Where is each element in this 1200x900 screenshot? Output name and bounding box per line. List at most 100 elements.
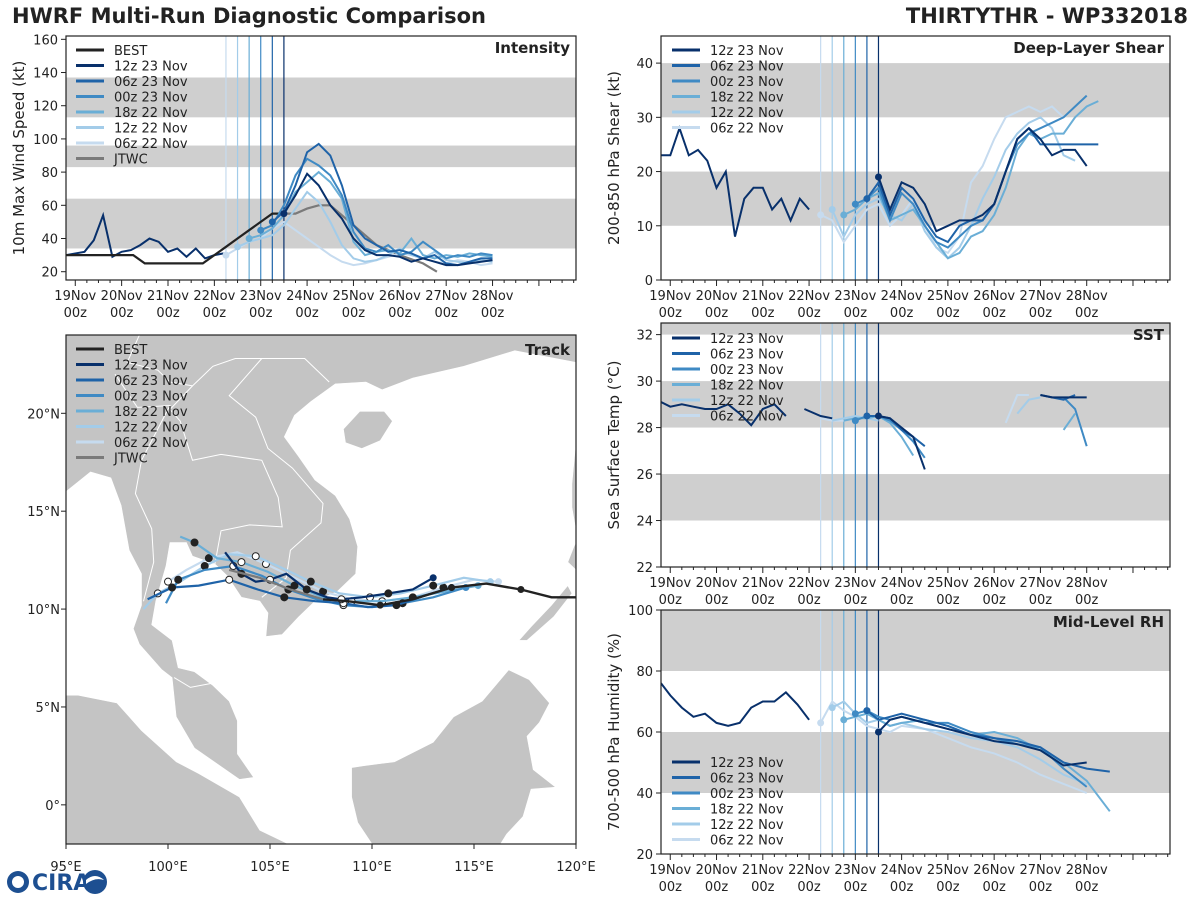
rh-ytick-label: 100 — [628, 604, 653, 619]
intensity-threshold-band — [66, 145, 576, 168]
intensity-best-line — [66, 212, 284, 265]
shear-xtick-day-label: 23Nov — [834, 289, 876, 304]
intensity-xtick-day-label: 25Nov — [332, 289, 374, 304]
track-lat-label: 15°N — [27, 505, 60, 520]
track-legend-label: JTWC — [113, 452, 148, 467]
sst-frame — [660, 322, 1171, 568]
intensity-legend-label: BEST — [114, 44, 147, 59]
sst-xtick-day-label: 24Nov — [881, 576, 923, 591]
intensity-legend-label: 00z 23 Nov — [114, 91, 188, 106]
cira-logo-mark: CIRA — [7, 870, 107, 896]
shear-legend-label: 12z 22 Nov — [710, 106, 784, 121]
sst-xtick-hour-label: 00z — [936, 593, 960, 608]
rh-series-start-point — [863, 707, 871, 715]
shear-panel: 0 10 20 30 40 19Nov 00z 20Nov 00z 21Nov 00z 22Nov 00… — [605, 35, 1171, 321]
shear-series-start-point — [851, 200, 859, 208]
track-legend-label: BEST — [114, 343, 147, 358]
forecast-track-point — [174, 575, 183, 584]
intensity-series-start-point — [245, 235, 253, 243]
rh-series-start-point — [874, 728, 882, 736]
shear-series-start-point — [817, 211, 825, 219]
forecast-track-start — [429, 574, 437, 582]
sst-xtick-hour-label: 00z — [1075, 593, 1099, 608]
rh-legend-label: 12z 22 Nov — [710, 818, 784, 833]
track-lat-label: 20°N — [27, 407, 60, 422]
track-lon-label: 115°E — [454, 860, 494, 875]
rh-legend-label: 06z 23 Nov — [710, 772, 784, 787]
sst-xtick-hour-label: 00z — [1029, 593, 1053, 608]
intensity-xtick-hour-label: 00z — [295, 306, 319, 321]
rh-xtick-hour-label: 00z — [751, 880, 775, 895]
sst-legend-label: 06z 23 Nov — [710, 348, 784, 363]
rh-xtick-hour-label: 00z — [890, 880, 914, 895]
shear-series-line — [877, 126, 1088, 233]
rh-ytick-label: 20 — [636, 848, 653, 863]
sst-ytick-label: 28 — [636, 422, 653, 437]
forecast-track-line — [224, 551, 434, 601]
sst-threshold-band — [661, 474, 1170, 521]
sst-panel: 22 24 26 28 30 32 19Nov 00z 20Nov 00z 21Nov 00z 22No… — [605, 322, 1171, 608]
shear-xtick-hour-label: 00z — [982, 306, 1006, 321]
shear-frame — [660, 35, 1171, 281]
sst-legend-label: 00z 23 Nov — [710, 363, 784, 378]
track-panel-title: Track — [525, 341, 571, 359]
rh-ytick-label: 40 — [636, 787, 653, 802]
shear-xtick-hour-label: 00z — [1029, 306, 1053, 321]
country-border — [126, 335, 330, 387]
forecast-track-point — [280, 593, 289, 602]
intensity-xtick-hour-label: 00z — [342, 306, 366, 321]
intensity-series-start-point — [280, 210, 288, 218]
sst-ytick-label: 26 — [636, 468, 653, 483]
rh-xtick-hour-label: 00z — [1029, 880, 1053, 895]
track-lat-label: 5°N — [36, 701, 61, 716]
rh-xtick-day-label: 23Nov — [834, 863, 876, 878]
intensity-legend-label: 06z 23 Nov — [114, 75, 188, 90]
intensity-legend-label: 12z 22 Nov — [114, 122, 188, 137]
best-track-point — [376, 601, 384, 609]
track-frame — [65, 334, 577, 845]
intensity-xtick-day-label: 22Nov — [193, 289, 235, 304]
forecast-track-line — [142, 553, 491, 610]
rh-xtick-hour-label: 00z — [844, 880, 868, 895]
country-border — [173, 677, 211, 688]
forecast-track-point — [302, 585, 311, 594]
sst-series-start-point — [874, 412, 882, 420]
rh-xtick-hour-label: 00z — [705, 880, 729, 895]
sst-series-start-point — [863, 412, 871, 420]
intensity-ytick-label: 140 — [33, 67, 58, 82]
shear-xtick-hour-label: 00z — [1075, 306, 1099, 321]
shear-series-start-point — [874, 173, 882, 181]
sst-series-line — [1004, 394, 1029, 424]
track-lat-label: 10°N — [27, 603, 60, 618]
country-border — [169, 385, 283, 565]
intensity-ytick-label: 160 — [33, 33, 58, 48]
intensity-series-line — [237, 190, 493, 265]
intensity-series-start-point — [222, 251, 230, 259]
shear-ytick-label: 40 — [636, 57, 653, 72]
shear-xtick-hour-label: 00z — [751, 306, 775, 321]
track-lon-label: 110°E — [352, 860, 392, 875]
sst-xtick-hour-label: 00z — [659, 593, 683, 608]
intensity-ytick-label: 20 — [41, 266, 58, 281]
shear-plot-area — [661, 36, 1170, 280]
rh-legend-label: 06z 22 Nov — [710, 834, 784, 849]
intensity-series-start-point — [257, 226, 265, 234]
rh-series-start-point — [817, 719, 825, 727]
intensity-xtick-day-label: 27Nov — [425, 289, 467, 304]
shear-xtick-hour-label: 00z — [936, 306, 960, 321]
track-legend-label: 12z 23 Nov — [114, 359, 188, 374]
intensity-xtick-hour-label: 00z — [249, 306, 273, 321]
country-border — [228, 358, 324, 598]
forecast-track-point — [225, 575, 234, 584]
intensity-series-line — [260, 157, 493, 260]
best-track-point — [448, 584, 456, 592]
forecast-track-point — [429, 581, 438, 590]
sst-xtick-day-label: 28Nov — [1066, 576, 1108, 591]
rh-series-line — [877, 715, 1087, 767]
intensity-ytick-label: 100 — [33, 133, 58, 148]
jtwc-track-line — [228, 568, 324, 601]
track-lon-label: 120°E — [556, 860, 596, 875]
intensity-ytick-label: 40 — [41, 233, 58, 248]
shear-ytick-label: 20 — [636, 166, 653, 181]
